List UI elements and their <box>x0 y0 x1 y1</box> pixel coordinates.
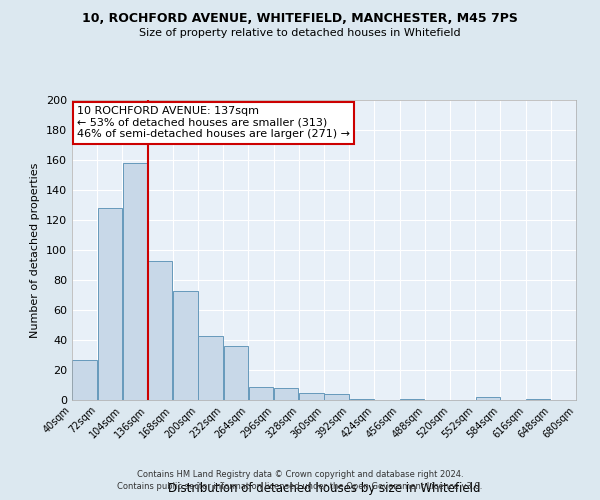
Y-axis label: Number of detached properties: Number of detached properties <box>31 162 40 338</box>
Text: Contains HM Land Registry data © Crown copyright and database right 2024.: Contains HM Land Registry data © Crown c… <box>137 470 463 479</box>
Text: Size of property relative to detached houses in Whitefield: Size of property relative to detached ho… <box>139 28 461 38</box>
Bar <box>274 388 298 400</box>
Bar <box>299 392 323 400</box>
Bar <box>224 346 248 400</box>
Bar <box>400 398 424 400</box>
Bar <box>526 398 550 400</box>
Bar <box>148 260 172 400</box>
Bar <box>249 386 273 400</box>
Bar <box>173 290 197 400</box>
X-axis label: Distribution of detached houses by size in Whitefield: Distribution of detached houses by size … <box>168 482 480 494</box>
Bar <box>476 397 500 400</box>
Bar <box>325 394 349 400</box>
Bar <box>199 336 223 400</box>
Bar <box>73 360 97 400</box>
Text: Contains public sector information licensed under the Open Government Licence v3: Contains public sector information licen… <box>118 482 482 491</box>
Bar <box>98 208 122 400</box>
Bar <box>123 163 147 400</box>
Text: 10 ROCHFORD AVENUE: 137sqm
← 53% of detached houses are smaller (313)
46% of sem: 10 ROCHFORD AVENUE: 137sqm ← 53% of deta… <box>77 106 350 139</box>
Bar <box>350 398 374 400</box>
Text: 10, ROCHFORD AVENUE, WHITEFIELD, MANCHESTER, M45 7PS: 10, ROCHFORD AVENUE, WHITEFIELD, MANCHES… <box>82 12 518 26</box>
